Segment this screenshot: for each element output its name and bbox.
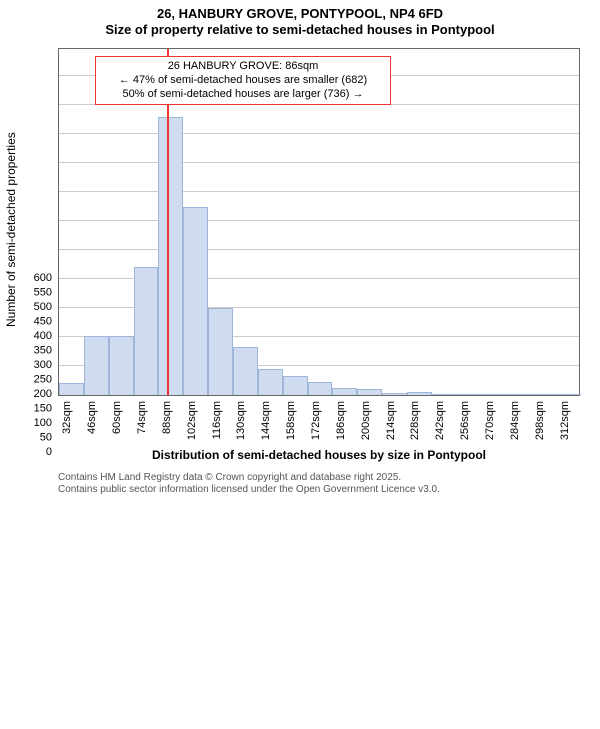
- chart-title-line2: Size of property relative to semi-detach…: [0, 22, 600, 38]
- chart-title-block: 26, HANBURY GROVE, PONTYPOOL, NP4 6FD Si…: [0, 0, 600, 39]
- annotation-line3: 50% of semi-detached houses are larger (…: [99, 88, 387, 102]
- histogram-bar: [407, 392, 432, 395]
- annotation-line1: 26 HANBURY GROVE: 86sqm: [99, 60, 387, 74]
- histogram-bar: [506, 394, 531, 395]
- plot-area: 26 HANBURY GROVE: 86sqm ← 47% of semi-de…: [58, 48, 580, 396]
- histogram-bar: [556, 394, 581, 395]
- footnote-line2: Contains public sector information licen…: [58, 484, 440, 496]
- histogram-bar: [457, 394, 482, 395]
- chart-title-line1: 26, HANBURY GROVE, PONTYPOOL, NP4 6FD: [0, 6, 600, 22]
- histogram-bar: [233, 347, 258, 395]
- histogram-bar: [59, 383, 84, 395]
- histogram-bar: [84, 336, 109, 395]
- footnote-line1: Contains HM Land Registry data © Crown c…: [58, 472, 440, 484]
- annotation-line2: ← 47% of semi-detached houses are smalle…: [99, 74, 387, 88]
- histogram-bar: [134, 267, 159, 395]
- histogram-bar: [432, 394, 457, 395]
- histogram-bar: [109, 336, 134, 395]
- histogram-bar: [283, 376, 308, 395]
- histogram-bar: [357, 389, 382, 395]
- x-axis-label: Distribution of semi-detached houses by …: [58, 448, 580, 462]
- histogram-bar: [258, 369, 283, 395]
- annotation-box: 26 HANBURY GROVE: 86sqm ← 47% of semi-de…: [95, 56, 391, 105]
- histogram-bar: [208, 308, 233, 395]
- y-tick-label: 600: [0, 271, 52, 729]
- x-tick-label: 312sqm: [559, 401, 600, 440]
- histogram-bar: [308, 382, 333, 395]
- histogram-bar: [332, 388, 357, 395]
- histogram-bar: [482, 394, 507, 395]
- histogram-bar: [158, 117, 183, 395]
- histogram-bar: [183, 207, 208, 396]
- footnote: Contains HM Land Registry data © Crown c…: [58, 472, 440, 496]
- histogram-bar: [531, 394, 556, 395]
- histogram-bar: [382, 393, 407, 395]
